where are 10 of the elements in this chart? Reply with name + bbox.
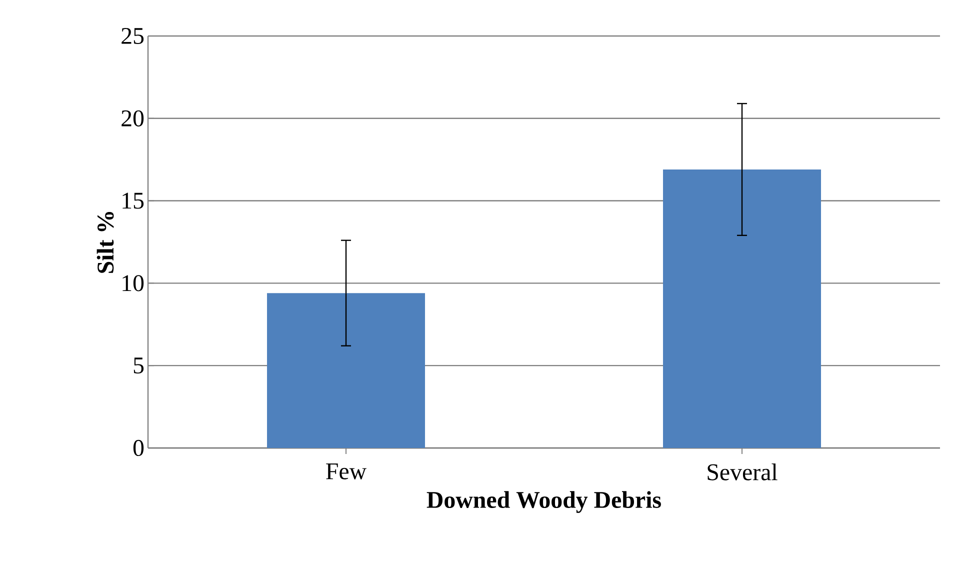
y-tick-label: 5: [134, 358, 144, 374]
x-tick-label: Several: [708, 464, 778, 480]
y-axis-title: Silt %: [96, 212, 114, 273]
y-tick-label: 20: [122, 110, 144, 126]
y-tick-label: 0: [133, 440, 144, 456]
y-tick-label: 25: [122, 28, 144, 44]
x-tick-label: Few: [326, 464, 366, 480]
x-axis-title: Downed Woody Debris: [426, 491, 661, 513]
y-tick-label: 10: [122, 275, 144, 292]
y-tick-label: 15: [122, 192, 144, 209]
